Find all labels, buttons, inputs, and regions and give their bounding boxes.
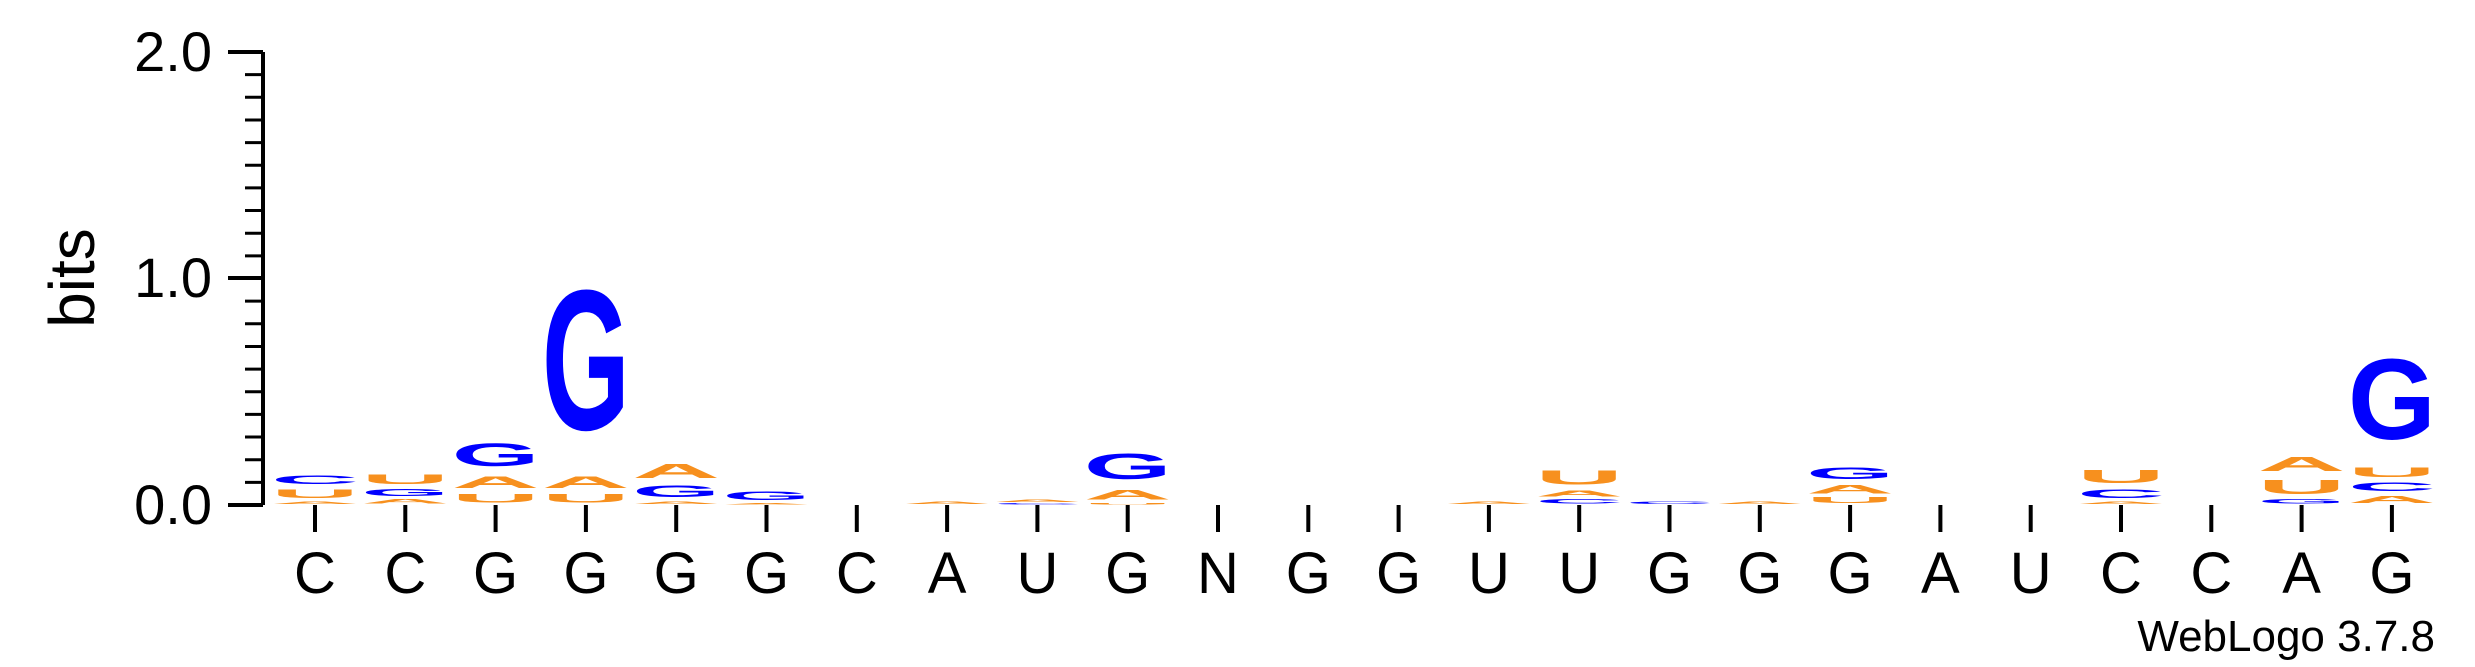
x-tick-label: U bbox=[1016, 541, 1058, 606]
logo-letter-A: A bbox=[632, 460, 720, 483]
x-tick-label: C bbox=[2100, 541, 2142, 606]
logo-letter-A: A bbox=[1806, 482, 1894, 495]
x-tick-label: A bbox=[2282, 541, 2321, 606]
x-tick-label: G bbox=[1828, 541, 1873, 606]
x-tick-label: G bbox=[654, 541, 699, 606]
x-tick-label: U bbox=[1558, 541, 1600, 606]
logo-letter-A: A bbox=[1716, 500, 1804, 505]
logo-letter-A: A bbox=[993, 498, 1081, 503]
y-axis: 2.0 1.0 0.0 bits bbox=[36, 20, 265, 536]
logo-letter-U: U bbox=[452, 492, 540, 505]
logo-letter-A: A bbox=[452, 473, 540, 491]
logo-letter-U: U bbox=[2348, 464, 2436, 480]
logo-letter-A: A bbox=[2258, 453, 2346, 476]
logo-letter-G: G bbox=[723, 489, 811, 503]
logo-letter-U: U bbox=[2077, 467, 2165, 487]
logo-letter-C: C bbox=[2077, 487, 2165, 500]
logo-letter-G: G bbox=[632, 482, 720, 500]
logo-letter-G: G bbox=[361, 487, 449, 498]
x-tick-label: U bbox=[1468, 541, 1510, 606]
x-tick-label: A bbox=[1921, 541, 1960, 606]
logo-letter-A: A bbox=[632, 500, 720, 505]
logo-letter-U: U bbox=[1535, 466, 1623, 489]
logo-letter-A: A bbox=[723, 503, 811, 505]
x-tick-label: G bbox=[1105, 541, 1150, 606]
y-tick-label: 0.0 bbox=[134, 473, 212, 536]
x-tick-label: C bbox=[836, 541, 878, 606]
x-tick-label: C bbox=[294, 541, 336, 606]
y-axis-label: bits bbox=[36, 228, 108, 328]
x-tick-label: G bbox=[1286, 541, 1331, 606]
x-tick-label: C bbox=[384, 541, 426, 606]
logo-letter-G: G bbox=[1084, 446, 1172, 487]
x-tick-label: G bbox=[1376, 541, 1421, 606]
x-tick-label: C bbox=[2190, 541, 2232, 606]
logo-letter-G: G bbox=[542, 249, 630, 472]
credit-text: WebLogo 3.7.8 bbox=[2137, 612, 2435, 661]
logo-letter-U: U bbox=[2258, 475, 2346, 498]
x-tick-label: G bbox=[744, 541, 789, 606]
y-tick-label: 2.0 bbox=[134, 20, 212, 83]
logo-letter-A: A bbox=[1445, 500, 1533, 505]
logo-letter-A: A bbox=[361, 498, 449, 505]
x-tick-label: G bbox=[563, 541, 608, 606]
logo-letter-A: A bbox=[903, 500, 991, 505]
y-tick-label: 1.0 bbox=[134, 246, 212, 309]
y-minor-ticks bbox=[245, 73, 263, 484]
logo-letter-U: U bbox=[271, 487, 359, 500]
x-tick-label: G bbox=[2369, 541, 2414, 606]
logo-letter-C: C bbox=[271, 473, 359, 486]
logo-letter-A: A bbox=[271, 500, 359, 505]
logo-letter-G: G bbox=[452, 437, 540, 473]
x-tick-label: A bbox=[928, 541, 967, 606]
logo-letter-A: A bbox=[2348, 494, 2436, 505]
logo-letter-U: U bbox=[542, 492, 630, 505]
logo-letter-U: U bbox=[361, 471, 449, 487]
x-tick-label: G bbox=[1737, 541, 1782, 606]
logo-letter-C: C bbox=[1535, 498, 1623, 505]
logo-letter-A: A bbox=[1535, 489, 1623, 498]
logo-letter-U: U bbox=[1806, 496, 1894, 505]
logo-letter-C: C bbox=[2348, 480, 2436, 493]
logo-letter-A: A bbox=[542, 473, 630, 491]
logo-letter-U: U bbox=[1084, 503, 1172, 505]
logo-letter-G: G bbox=[2258, 498, 2346, 505]
logo-letter-G: G bbox=[1806, 464, 1894, 482]
logo-letter-C: C bbox=[993, 503, 1081, 505]
logo-letter-C: C bbox=[1626, 500, 1714, 505]
x-tick-label: U bbox=[2010, 541, 2052, 606]
logo-letter-A: A bbox=[1084, 487, 1172, 503]
logo-letter-A: A bbox=[2077, 500, 2165, 505]
logo-letter-G: G bbox=[2348, 336, 2436, 464]
x-tick-label: G bbox=[1647, 541, 1692, 606]
x-tick-label: N bbox=[1197, 541, 1239, 606]
x-tick-label: G bbox=[473, 541, 518, 606]
